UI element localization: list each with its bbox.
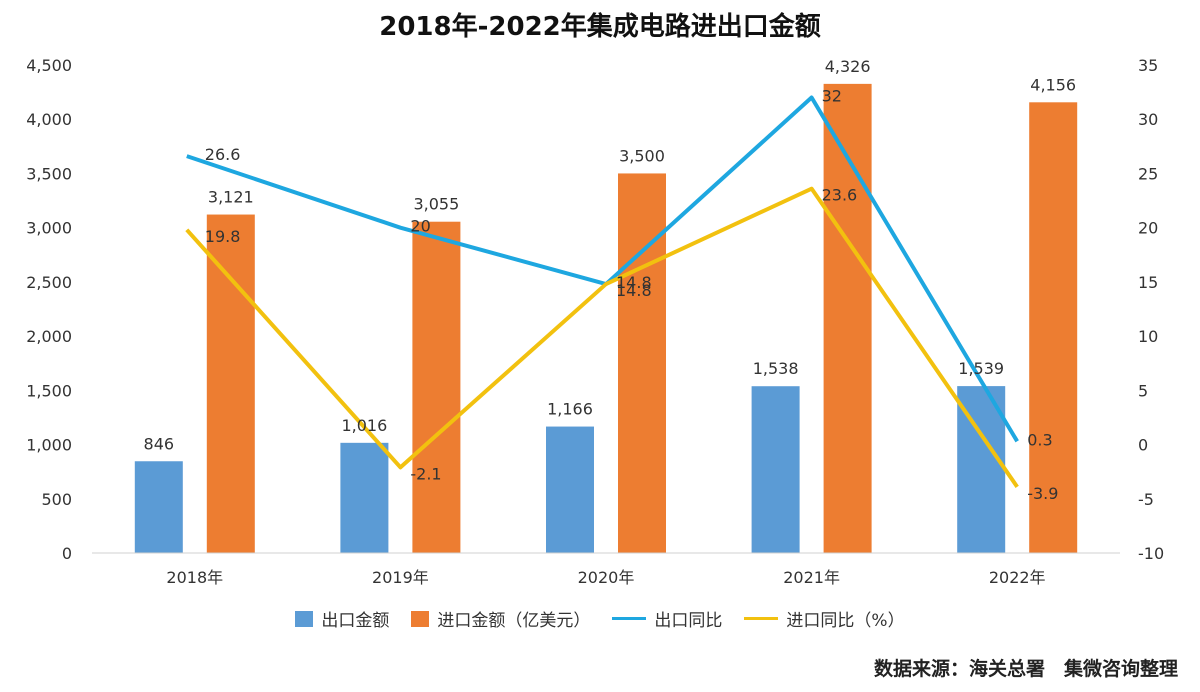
legend-item-export-amount: 出口金额 — [295, 606, 389, 631]
export-yoy-label: 20 — [410, 217, 430, 236]
x-tick-label: 2019年 — [372, 568, 429, 587]
import-amount-bar — [206, 214, 255, 553]
legend-swatch-export-amount — [295, 610, 314, 627]
y-right-tick-label: 25 — [1138, 164, 1158, 183]
export-amount-bar — [134, 461, 183, 553]
y-right-tick-label: 35 — [1138, 56, 1158, 75]
y-left-tick-label: 2,500 — [26, 273, 72, 292]
y-right-tick-label: 15 — [1138, 273, 1158, 292]
y-right-tick-label: 30 — [1138, 110, 1158, 129]
legend-label-import-amount: 进口金额（亿美元） — [437, 611, 591, 631]
export-amount-label: 1,016 — [341, 416, 387, 435]
legend-swatch-import-amount — [411, 610, 430, 627]
y-left-tick-label: 3,000 — [26, 219, 72, 238]
legend-label-export-yoy: 出口同比 — [654, 611, 723, 631]
import-amount-bar — [823, 83, 872, 554]
y-left-tick-label: 500 — [41, 490, 72, 509]
import-amount-bar — [618, 173, 666, 553]
export-yoy-label: 32 — [822, 87, 842, 106]
y-right-tick-label: -10 — [1138, 544, 1164, 563]
chart-legend: 出口金额 进口金额（亿美元） 出口同比 进口同比（%） — [0, 606, 1200, 631]
legend-label-import-yoy: 进口同比（%） — [786, 611, 905, 631]
legend-swatch-export-yoy — [612, 617, 647, 620]
y-right-tick-label: 0 — [1138, 436, 1148, 455]
import-yoy-label: 14.8 — [616, 281, 652, 300]
import-yoy-label: -3.9 — [1027, 484, 1058, 503]
export-amount-label: 1,166 — [547, 400, 593, 419]
y-left-tick-label: 1,000 — [26, 436, 72, 455]
y-left-tick-label: 4,500 — [26, 56, 72, 75]
x-tick-label: 2021年 — [783, 568, 840, 587]
y-left-tick-label: 2,000 — [26, 327, 72, 346]
chart-plot: 0 500 1,000 1,500 2,000 2,500 3,000 3,500 4,000 4… — [26, 56, 1164, 587]
import-amount-label: 3,500 — [619, 146, 665, 165]
y-left-tick-label: 4,000 — [26, 110, 72, 129]
export-yoy-label: 0.3 — [1027, 430, 1052, 449]
export-amount-label: 1,539 — [958, 359, 1004, 378]
y-right-tick-label: 20 — [1138, 219, 1158, 238]
x-tick-label: 2022年 — [989, 568, 1046, 587]
import-yoy-line — [185, 186, 1019, 488]
export-amount-bar — [546, 426, 594, 553]
import-amount-bar — [1029, 102, 1078, 554]
import-amount-bar — [412, 221, 461, 554]
x-tick-label: 2020年 — [578, 568, 635, 587]
chart-title: 2018年-2022年集成电路进出口金额 — [379, 12, 821, 42]
y-right-tick-label: 10 — [1138, 327, 1158, 346]
y-right-tick-label: 5 — [1138, 381, 1148, 400]
import-amount-label: 4,156 — [1030, 75, 1076, 94]
legend-item-import-yoy: 进口同比（%） — [744, 606, 905, 631]
import-yoy-label: 19.8 — [205, 227, 241, 246]
export-amount-bar — [751, 386, 800, 553]
export-yoy-label: 26.6 — [205, 145, 241, 164]
x-tick-label: 2018年 — [166, 568, 223, 587]
y-right-tick-label: -5 — [1138, 490, 1154, 509]
import-amount-label: 3,055 — [413, 195, 459, 214]
import-yoy-label: 23.6 — [822, 186, 858, 205]
import-amount-label: 3,121 — [208, 188, 254, 207]
legend-item-import-amount: 进口金额（亿美元） — [411, 606, 590, 631]
import-yoy-label: -2.1 — [410, 464, 441, 483]
export-amount-label: 1,538 — [753, 359, 799, 378]
export-yoy-label: 14.8 — [616, 273, 652, 292]
y-left-tick-label: 1,500 — [26, 381, 72, 400]
source-note: 数据来源：海关总署 集微咨询整理 — [873, 658, 1178, 680]
legend-label-export-amount: 出口金额 — [321, 611, 390, 631]
y-left-tick-label: 3,500 — [26, 164, 72, 183]
export-amount-bar — [340, 442, 389, 553]
legend-item-export-yoy: 出口同比 — [612, 606, 722, 631]
legend-swatch-import-yoy — [744, 617, 779, 620]
export-amount-label: 846 — [144, 434, 175, 453]
import-amount-label: 4,326 — [825, 57, 871, 76]
y-left-tick-label: 0 — [62, 544, 72, 563]
export-yoy-line — [186, 95, 1019, 443]
